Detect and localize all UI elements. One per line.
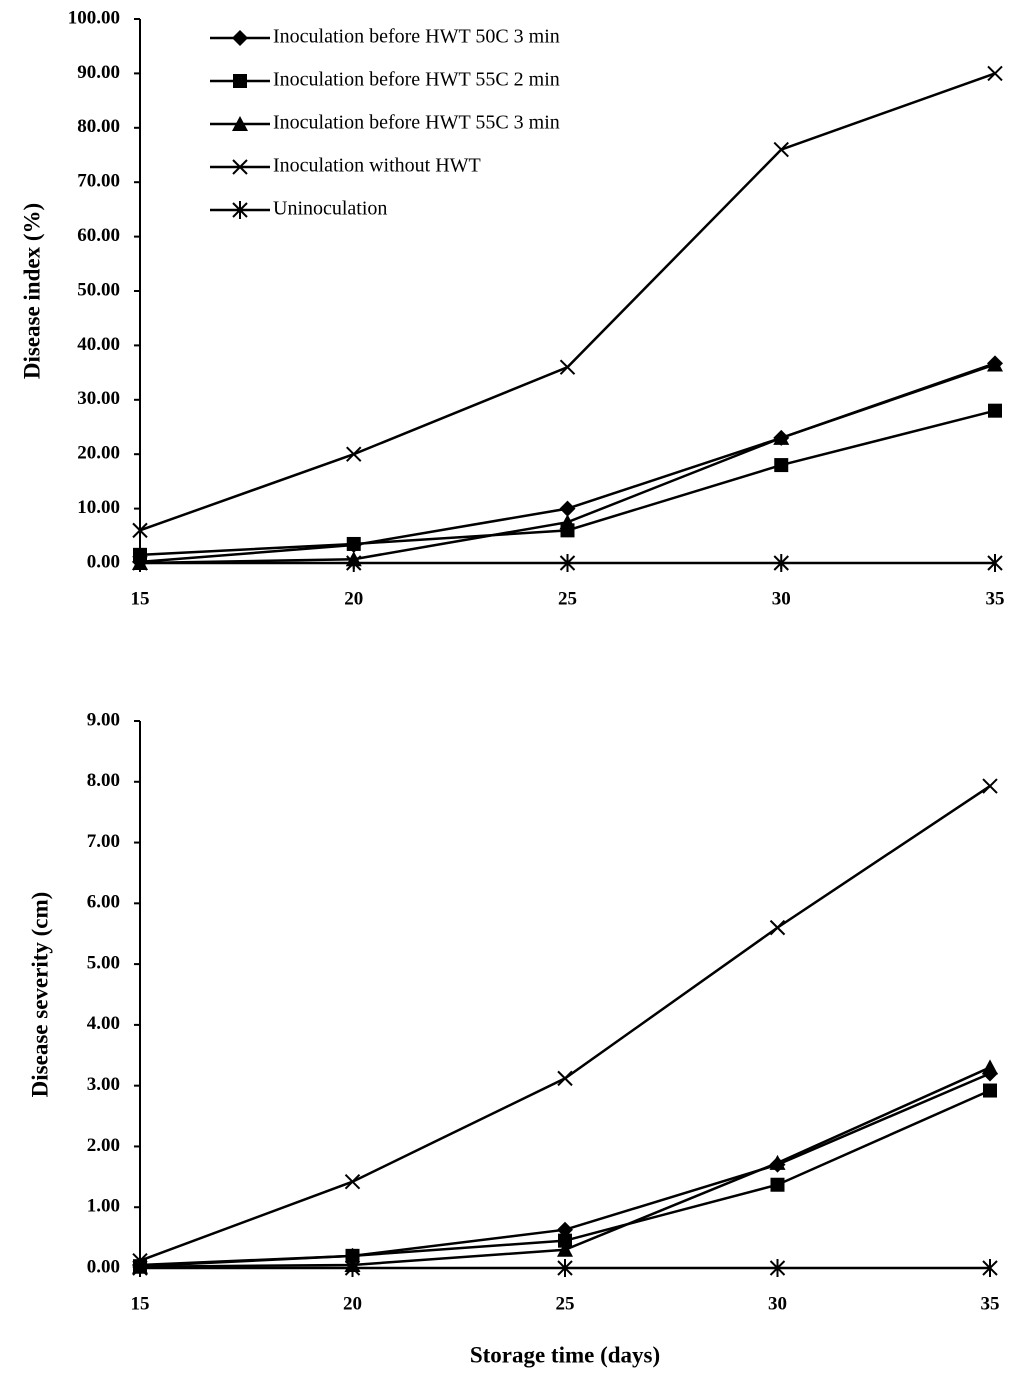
x-tick-label: 20 (344, 588, 363, 609)
x-tick-label: 25 (556, 1293, 575, 1314)
y-tick-label: 5.00 (87, 952, 120, 973)
y-axis-title: Disease index (%) (19, 203, 44, 379)
y-tick-label: 7.00 (87, 831, 120, 852)
legend-marker (233, 74, 247, 88)
legend-label: Inoculation before HWT 55C 3 min (273, 112, 560, 134)
legend-marker (232, 30, 248, 46)
series-line (140, 73, 995, 530)
x-tick-label: 25 (558, 588, 577, 609)
y-tick-label: 80.00 (77, 116, 120, 137)
y-tick-label: 0.00 (87, 1256, 120, 1277)
marker (774, 143, 788, 157)
x-axis-title: Storage time (days) (470, 1342, 660, 1367)
marker (982, 1059, 998, 1074)
y-tick-label: 0.00 (87, 551, 120, 572)
legend-label: Inoculation before HWT 55C 2 min (273, 69, 560, 91)
series-line (140, 786, 990, 1261)
marker (771, 921, 785, 935)
marker (346, 1175, 360, 1189)
marker (347, 537, 361, 551)
legend-label: Uninoculation (273, 198, 387, 220)
x-tick-label: 15 (131, 1293, 150, 1314)
y-tick-label: 40.00 (77, 334, 120, 355)
y-tick-label: 2.00 (87, 1135, 120, 1156)
page: 0.00 10.00 20.00 30.00 40.00 50.00 60.00 70.00 8… (0, 0, 1013, 1376)
marker (560, 501, 576, 517)
marker (347, 447, 361, 461)
legend-label: Inoculation without HWT (273, 155, 481, 177)
x-tick-label: 30 (768, 1293, 787, 1314)
y-tick-label: 3.00 (87, 1074, 120, 1095)
marker (988, 404, 1002, 418)
x-tick-label: 30 (772, 588, 791, 609)
y-tick-label: 6.00 (87, 892, 120, 913)
marker (771, 1178, 785, 1192)
marker (983, 1084, 997, 1098)
marker (560, 514, 576, 529)
marker (561, 360, 575, 374)
y-tick-label: 70.00 (77, 171, 120, 192)
x-tick-label: 35 (986, 588, 1005, 609)
marker (774, 458, 788, 472)
y-tick-label: 9.00 (87, 709, 120, 730)
y-tick-label: 100.00 (68, 7, 120, 28)
x-tick-label: 20 (343, 1293, 362, 1314)
marker (558, 1071, 572, 1085)
x-tick-label: 15 (131, 588, 150, 609)
x-tick-label: 35 (981, 1293, 1000, 1314)
y-tick-label: 8.00 (87, 770, 120, 791)
y-tick-label: 10.00 (77, 497, 120, 518)
marker (983, 779, 997, 793)
y-tick-label: 50.00 (77, 279, 120, 300)
y-tick-label: 90.00 (77, 62, 120, 83)
y-tick-label: 20.00 (77, 443, 120, 464)
y-tick-label: 30.00 (77, 388, 120, 409)
marker (988, 66, 1002, 80)
y-tick-label: 60.00 (77, 225, 120, 246)
legend-label: Inoculation before HWT 50C 3 min (273, 26, 560, 48)
y-tick-label: 1.00 (87, 1196, 120, 1217)
y-tick-label: 4.00 (87, 1013, 120, 1034)
y-axis-title: Disease severity (cm) (27, 892, 52, 1098)
